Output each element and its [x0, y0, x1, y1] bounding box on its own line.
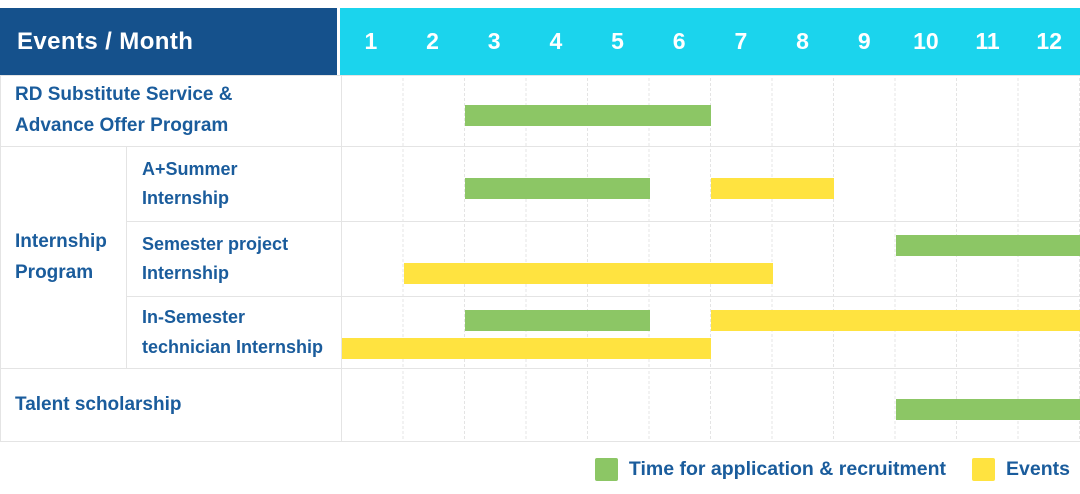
application-bar: [895, 235, 1080, 256]
month-label-2: 2: [426, 28, 439, 54]
month-label-7: 7: [734, 28, 748, 54]
row-label-semester-project-internship: Semester project Internship: [126, 221, 341, 296]
chart-row-talent-scholarship: [341, 368, 1080, 441]
schedule-table-body: RD Substitute Service & Advance Offer Pr…: [0, 75, 1080, 442]
row-label-in-semester-technician-internship: In-Semester technician Internship: [126, 296, 341, 368]
chart-row-in-semester-technician-internship: [341, 296, 1080, 368]
row-label-a-plus-summer-internship: A+Summer Internship: [126, 146, 341, 221]
group-label-internship-program: Internship Program: [1, 146, 126, 368]
legend: Time for application & recruitment Event…: [0, 458, 1080, 481]
event-bar: [711, 178, 834, 199]
month-label-4: 4: [549, 28, 563, 54]
row-label-rd-substitute-service: RD Substitute Service & Advance Offer Pr…: [15, 84, 233, 136]
application-bar: [465, 178, 650, 199]
month-label-9: 9: [857, 28, 871, 54]
month-label-12: 12: [1036, 28, 1063, 54]
legend-label-application: Time for application & recruitment: [628, 458, 947, 480]
legend-swatch-events-icon: [972, 458, 996, 481]
month-label-11: 11: [975, 28, 1000, 54]
event-bar: [711, 310, 1080, 331]
events-month-header-cell: Events / Month: [0, 8, 340, 75]
row-label-talent-scholarship: Talent scholarship: [1, 368, 341, 441]
month-label-5: 5: [611, 28, 624, 54]
legend-label-events: Events: [1006, 458, 1070, 480]
chart-row-rd-substitute-service: [341, 76, 1080, 146]
event-bar: [342, 338, 711, 359]
month-header: 1 2 3 4 5 6 7 8 9 10 11 12: [340, 8, 1080, 75]
chart-row-semester-project-internship: [341, 221, 1080, 296]
month-label-3: 3: [487, 28, 501, 54]
event-bar: [403, 263, 773, 284]
legend-swatch-application-icon: [594, 458, 618, 481]
application-bar: [465, 310, 650, 331]
application-bar: [895, 399, 1080, 420]
month-label-6: 6: [672, 28, 686, 54]
month-label-1: 1: [364, 28, 378, 54]
month-label-8: 8: [796, 28, 809, 54]
gantt-schedule-page: Events / Month 1 2 3 4 5 6 7 8 9 10 11 12 RD Substi…: [0, 8, 1080, 481]
chart-row-a-plus-summer-internship: [341, 146, 1080, 221]
application-bar: [465, 105, 711, 126]
table-header-row: Events / Month 1 2 3 4 5 6 7 8 9 10 11 12: [0, 8, 1080, 75]
month-label-10: 10: [913, 28, 939, 54]
